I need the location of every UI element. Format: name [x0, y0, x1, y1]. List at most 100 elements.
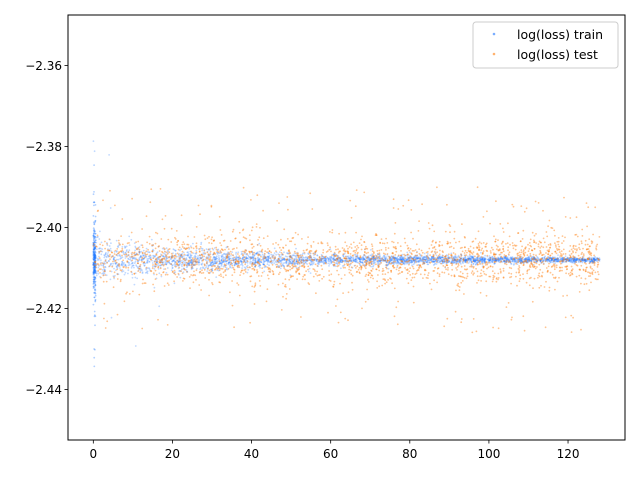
data-point: [492, 326, 494, 329]
data-point: [146, 258, 149, 260]
data-point: [108, 260, 110, 262]
data-point: [515, 244, 518, 247]
data-point: [403, 237, 406, 240]
data-point: [97, 266, 100, 269]
data-point: [190, 258, 193, 261]
data-point: [94, 262, 96, 265]
data-point: [267, 256, 269, 258]
data-point: [462, 257, 465, 259]
data-point: [286, 238, 289, 240]
data-point: [540, 259, 542, 261]
data-point: [93, 232, 95, 235]
data-point: [302, 259, 305, 261]
data-point: [595, 258, 597, 261]
data-point: [593, 259, 596, 262]
data-point: [502, 245, 505, 248]
data-point: [305, 259, 308, 261]
data-point: [151, 245, 154, 248]
data-point: [249, 261, 251, 263]
data-point: [533, 277, 536, 280]
data-point: [464, 261, 467, 263]
data-point: [224, 256, 226, 259]
data-point: [597, 273, 600, 276]
data-point: [293, 254, 296, 257]
data-point: [270, 259, 272, 261]
data-point: [381, 259, 384, 261]
data-point: [488, 259, 490, 262]
data-point: [575, 259, 577, 262]
data-point: [333, 254, 336, 257]
data-point: [476, 259, 479, 261]
data-point: [374, 257, 376, 260]
data-point: [210, 262, 213, 265]
data-point: [423, 258, 426, 261]
data-point: [93, 256, 96, 259]
data-point: [164, 263, 166, 266]
data-point: [92, 244, 95, 247]
data-point: [380, 259, 383, 262]
data-point: [421, 258, 424, 261]
data-point: [93, 265, 96, 268]
data-point: [561, 259, 564, 262]
data-point: [258, 264, 261, 267]
data-point: [149, 201, 152, 204]
data-point: [231, 259, 233, 261]
data-point: [217, 248, 220, 251]
data-point: [529, 252, 532, 255]
data-point: [436, 281, 438, 284]
data-point: [568, 260, 571, 263]
data-point: [255, 252, 258, 255]
data-point: [358, 260, 361, 263]
data-point: [233, 271, 236, 274]
data-point: [284, 258, 287, 261]
data-point: [94, 260, 96, 262]
data-point: [361, 261, 364, 264]
data-point: [396, 259, 399, 262]
data-point: [273, 252, 276, 255]
data-point: [562, 295, 564, 297]
data-point: [260, 261, 263, 264]
data-point: [244, 271, 247, 273]
data-point: [268, 257, 271, 259]
data-point: [214, 258, 217, 261]
data-point: [491, 280, 494, 283]
data-point: [278, 251, 281, 254]
data-point: [133, 272, 136, 275]
data-point: [125, 245, 128, 248]
data-point: [352, 259, 355, 262]
data-point: [435, 259, 437, 261]
data-point: [92, 258, 95, 261]
data-point: [416, 256, 419, 259]
data-point: [397, 258, 400, 261]
data-point: [135, 265, 138, 268]
data-point: [477, 261, 480, 263]
data-point: [243, 260, 246, 263]
data-point: [581, 260, 584, 263]
data-point: [557, 260, 560, 263]
data-point: [315, 260, 318, 262]
data-point: [461, 258, 464, 261]
data-point: [413, 256, 416, 258]
data-point: [371, 257, 373, 260]
data-point: [251, 226, 254, 229]
data-point: [342, 253, 345, 256]
data-point: [268, 264, 270, 267]
data-point: [398, 259, 401, 262]
data-point: [369, 258, 372, 260]
data-point: [549, 256, 552, 259]
data-point: [472, 258, 474, 260]
data-point: [128, 263, 131, 266]
data-point: [222, 271, 225, 274]
data-point: [92, 236, 95, 239]
data-point: [297, 257, 300, 260]
data-point: [298, 259, 301, 262]
data-point: [256, 194, 259, 197]
data-point: [541, 258, 544, 261]
data-point: [484, 257, 487, 260]
data-point: [94, 241, 97, 244]
data-point: [281, 258, 283, 261]
data-point: [92, 273, 95, 276]
data-point: [93, 252, 96, 254]
data-point: [118, 243, 121, 245]
data-point: [408, 257, 411, 260]
